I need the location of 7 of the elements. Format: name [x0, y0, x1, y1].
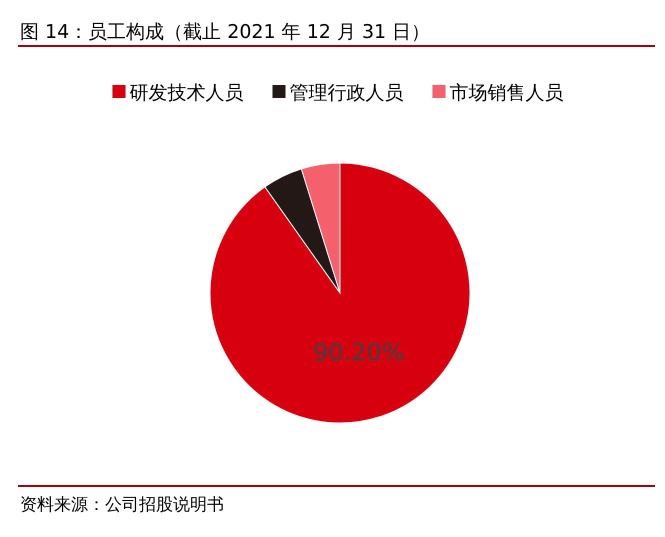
legend-label: 管理行政人员 [290, 82, 404, 104]
data-label: 90.20% [313, 338, 405, 366]
text: 资料来源：公司招股说明书 [20, 495, 224, 515]
legend-label: 市场销售人员 [450, 82, 564, 104]
legend-label: 研发技术人员 [130, 82, 244, 104]
chart-title: 图 14：员工构成（截止 2021 年 12 月 31 日） [20, 21, 430, 43]
pie-slice [210, 162, 470, 424]
